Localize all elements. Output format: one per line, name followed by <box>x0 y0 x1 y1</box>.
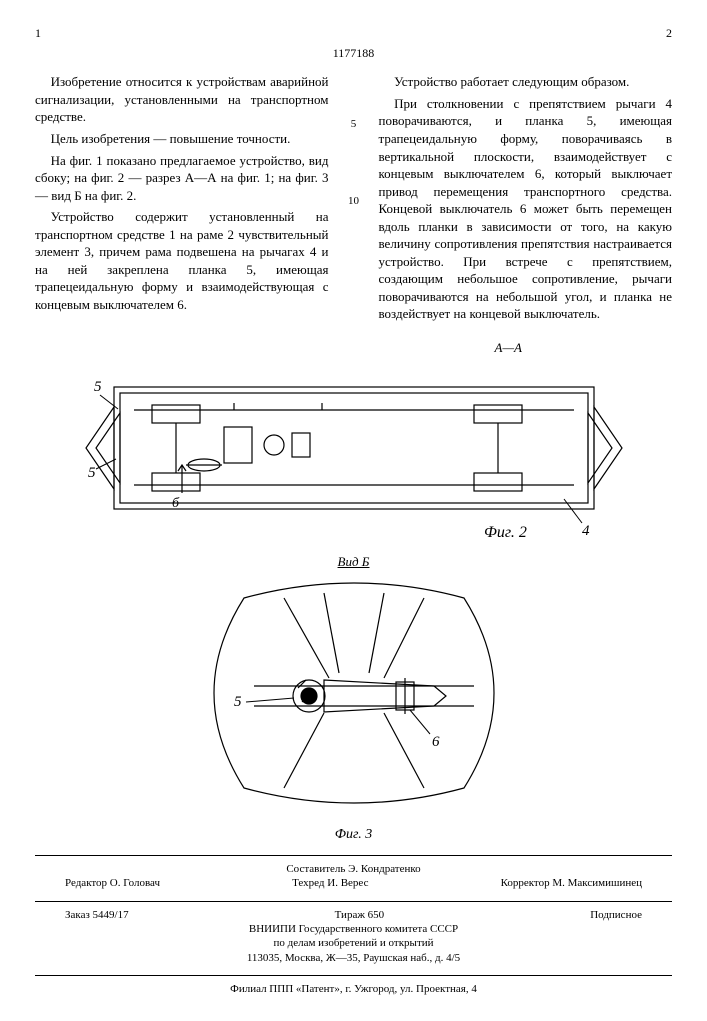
fig3-title: Вид Б <box>35 553 672 571</box>
filial: Филиал ППП «Патент», г. Ужгород, ул. Про… <box>35 982 672 996</box>
para: Изобретение относится к устройствам авар… <box>35 73 329 126</box>
callout-5b: 5 <box>88 465 96 481</box>
para: На фиг. 1 показано предлагаемое устройст… <box>35 152 329 205</box>
tirazh: Тираж 650 <box>335 908 385 922</box>
compiler: Составитель Э. Кондратенко <box>35 862 672 876</box>
text-columns: Изобретение относится к устройствам авар… <box>35 73 672 327</box>
para: Цель изобретения — повышение точности. <box>35 130 329 148</box>
divider <box>35 975 672 976</box>
figure-2: 5 5 4 б Фиг. 2 <box>74 365 634 545</box>
vniipi-2: по делам изобретений и открытий <box>35 936 672 950</box>
doc-number: 1177188 <box>35 45 672 61</box>
callout-5a: 5 <box>94 379 102 395</box>
divider <box>35 855 672 856</box>
line-num: 5 <box>351 117 357 132</box>
footer-block: Составитель Э. Кондратенко Редактор О. Г… <box>35 862 672 996</box>
callout-6: 6 <box>432 734 440 750</box>
line-number-gutter: 5 10 <box>347 73 361 327</box>
divider <box>35 901 672 902</box>
line-num: 10 <box>348 194 359 209</box>
fig2-section-label: А—А <box>35 339 672 357</box>
fig2-caption-inline: Фиг. 2 <box>484 524 527 541</box>
footer-row-2: Заказ 5449/17 Тираж 650 Подписное <box>35 908 672 922</box>
arrow-b-label: б <box>172 496 180 511</box>
para: Устройство работает следующим образом. <box>379 73 673 91</box>
order: Заказ 5449/17 <box>65 908 129 922</box>
figure-3: 5 6 <box>174 578 534 818</box>
para: При столкновении с препятствием рычаги 4… <box>379 95 673 323</box>
fig3-caption: Фиг. 3 <box>35 826 672 845</box>
header-corners: 1 2 <box>35 25 672 41</box>
corrector: Корректор М. Максимишинец <box>501 876 642 890</box>
callout-5: 5 <box>234 694 242 710</box>
footer-row-1: Редактор О. Головач Техред И. Верес Корр… <box>35 876 672 890</box>
column-left: Изобретение относится к устройствам авар… <box>35 73 329 327</box>
editor: Редактор О. Головач <box>65 876 160 890</box>
para: Устройство содержит установленный на тра… <box>35 208 329 313</box>
corner-right: 2 <box>666 25 672 41</box>
corner-left: 1 <box>35 25 41 41</box>
vniipi-3: 113035, Москва, Ж—35, Раушская наб., д. … <box>35 951 672 965</box>
column-right: Устройство работает следующим образом. П… <box>379 73 673 327</box>
techred: Техред И. Верес <box>292 876 368 890</box>
podpisnoe: Подписное <box>590 908 642 922</box>
vniipi-1: ВНИИПИ Государственного комитета СССР <box>35 922 672 936</box>
callout-4: 4 <box>582 523 590 539</box>
